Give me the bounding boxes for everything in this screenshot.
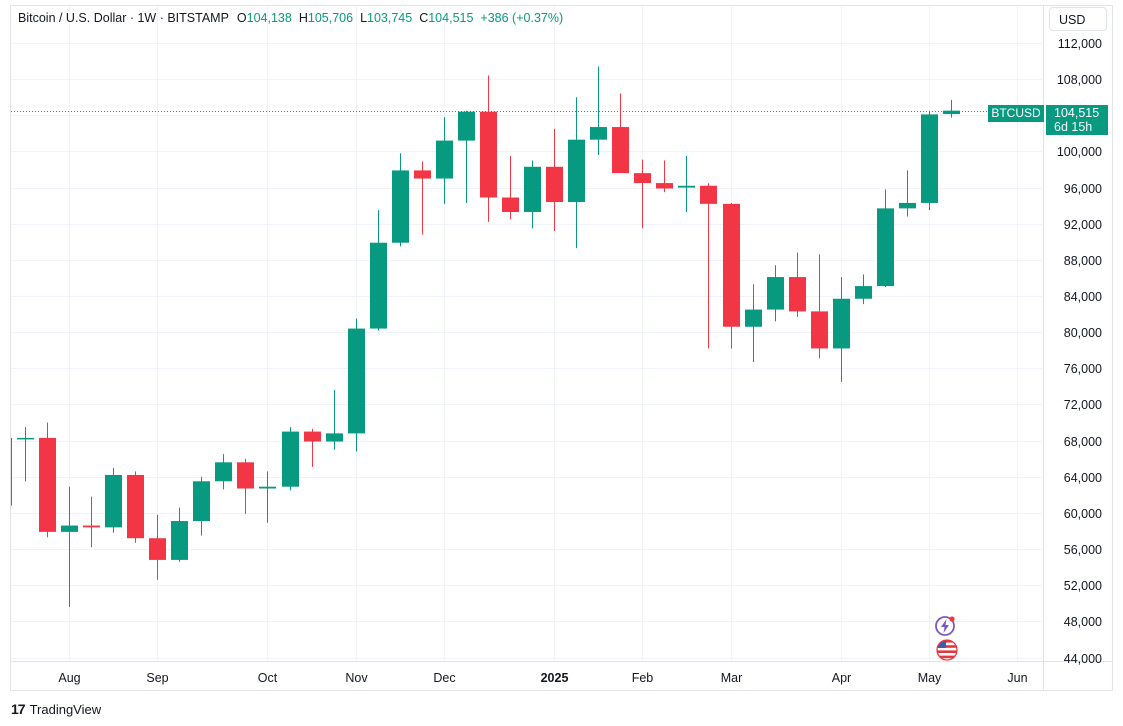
candle-body-up[interactable] [193, 481, 210, 522]
open-value: 104,138 [246, 11, 292, 25]
y-tick-label: 112,000 [1058, 37, 1102, 51]
y-tick-label: 80,000 [1064, 326, 1102, 340]
x-tick-label: Nov [345, 671, 368, 685]
candle-body-down[interactable] [127, 474, 144, 539]
candle-body-down[interactable] [414, 170, 431, 179]
low-label: L [360, 11, 368, 25]
candle-body-up[interactable] [855, 286, 872, 299]
y-tick-label: 60,000 [1064, 507, 1102, 521]
candle-body-up[interactable] [17, 437, 34, 440]
x-tick-label: Aug [58, 671, 80, 685]
candle-body-up[interactable] [61, 525, 78, 532]
y-tick-label: 88,000 [1064, 254, 1102, 268]
candle-body-up[interactable] [568, 139, 585, 203]
close-value: 104,515 [428, 11, 474, 25]
candle-body-up[interactable] [458, 111, 475, 141]
candle-body-down[interactable] [83, 525, 100, 528]
low-value: 103,745 [367, 11, 413, 25]
candle-body-up[interactable] [215, 462, 232, 482]
y-tick-label: 64,000 [1064, 471, 1102, 485]
x-tick-label: Mar [721, 671, 743, 685]
candle-body-down[interactable] [811, 311, 828, 349]
candle-body-down[interactable] [304, 431, 321, 442]
candle-body-down[interactable] [612, 127, 629, 174]
candle-body-up[interactable] [745, 309, 762, 327]
chart-frame [10, 5, 1113, 691]
y-tick-label: 48,000 [1064, 615, 1102, 629]
change-value: +386 (+0.37%) [480, 11, 564, 25]
candle-body-up[interactable] [105, 474, 122, 528]
candle-body-up[interactable] [943, 110, 960, 115]
candle-body-down[interactable] [656, 183, 673, 189]
candle-body-up[interactable] [282, 431, 299, 487]
y-tick-label: 52,000 [1064, 579, 1102, 593]
last-price-tag: 104,515 6d 15h [1046, 105, 1108, 135]
candle-body-down[interactable] [237, 462, 254, 489]
tradingview-brand[interactable]: 17 TradingView [11, 701, 101, 717]
x-tick-label: Sep [146, 671, 168, 685]
symbol-name[interactable]: Bitcoin / U.S. Dollar · 1W · BITSTAMP [18, 11, 229, 25]
candle-body-up[interactable] [171, 521, 188, 560]
y-tick-label: 72,000 [1064, 398, 1102, 412]
currency-button[interactable]: USD [1049, 7, 1107, 31]
x-tick-label: May [918, 671, 942, 685]
candle-body-down[interactable] [723, 203, 740, 327]
candle-body-down[interactable] [634, 173, 651, 184]
y-tick-label: 84,000 [1064, 290, 1102, 304]
last-price-value: 104,515 [1054, 106, 1100, 120]
y-tick-label: 108,000 [1057, 73, 1102, 87]
x-tick-label: Dec [433, 671, 455, 685]
y-tick-label: 100,000 [1057, 145, 1102, 159]
candle-body-up[interactable] [590, 127, 607, 140]
y-tick-label: 68,000 [1064, 435, 1102, 449]
candle-body-up[interactable] [877, 208, 894, 287]
y-tick-label: 56,000 [1064, 543, 1102, 557]
candle-body-up[interactable] [678, 185, 695, 188]
candle-body-up[interactable] [370, 242, 387, 329]
candle-body-up[interactable] [921, 114, 938, 203]
candle-body-down[interactable] [789, 277, 806, 312]
candle-body-down[interactable] [502, 197, 519, 212]
candle-body-up[interactable] [259, 486, 276, 489]
x-tick-label: 2025 [541, 671, 569, 685]
candle-body-up[interactable] [0, 437, 12, 506]
high-label: H [298, 11, 308, 25]
symbol-price-tag: BTCUSD [988, 105, 1044, 122]
x-tick-label: Jun [1007, 671, 1027, 685]
x-tick-label: Apr [832, 671, 851, 685]
bar-countdown: 6d 15h [1054, 120, 1093, 134]
brand-name: TradingView [29, 701, 102, 717]
high-value: 105,706 [307, 11, 354, 25]
x-tick-label: Oct [258, 671, 278, 685]
us-flag-icon[interactable] [936, 639, 958, 661]
event-flash-icon[interactable] [934, 615, 956, 637]
candle-body-down[interactable] [546, 166, 563, 203]
candle-body-up[interactable] [524, 166, 541, 212]
candle-body-up[interactable] [326, 433, 343, 442]
candle-body-up[interactable] [767, 277, 784, 310]
candle-body-down[interactable] [39, 437, 56, 532]
y-tick-label: 44,000 [1064, 652, 1102, 666]
candles-group [0, 66, 960, 607]
candle-body-up[interactable] [899, 202, 916, 209]
candle-body-down[interactable] [480, 111, 497, 198]
tradingview-logo-icon: 17 [11, 701, 26, 717]
candle-body-down[interactable] [700, 185, 717, 204]
y-tick-label: 76,000 [1064, 362, 1102, 376]
candle-body-up[interactable] [348, 328, 365, 434]
x-tick-label: Feb [632, 671, 654, 685]
y-tick-label: 96,000 [1064, 182, 1102, 196]
y-tick-label: 92,000 [1064, 218, 1102, 232]
candle-body-up[interactable] [833, 298, 850, 349]
open-label: O [236, 11, 247, 25]
candle-body-up[interactable] [436, 140, 453, 179]
candle-body-up[interactable] [392, 170, 409, 243]
close-label: C [419, 11, 429, 25]
candle-body-down[interactable] [149, 538, 166, 560]
